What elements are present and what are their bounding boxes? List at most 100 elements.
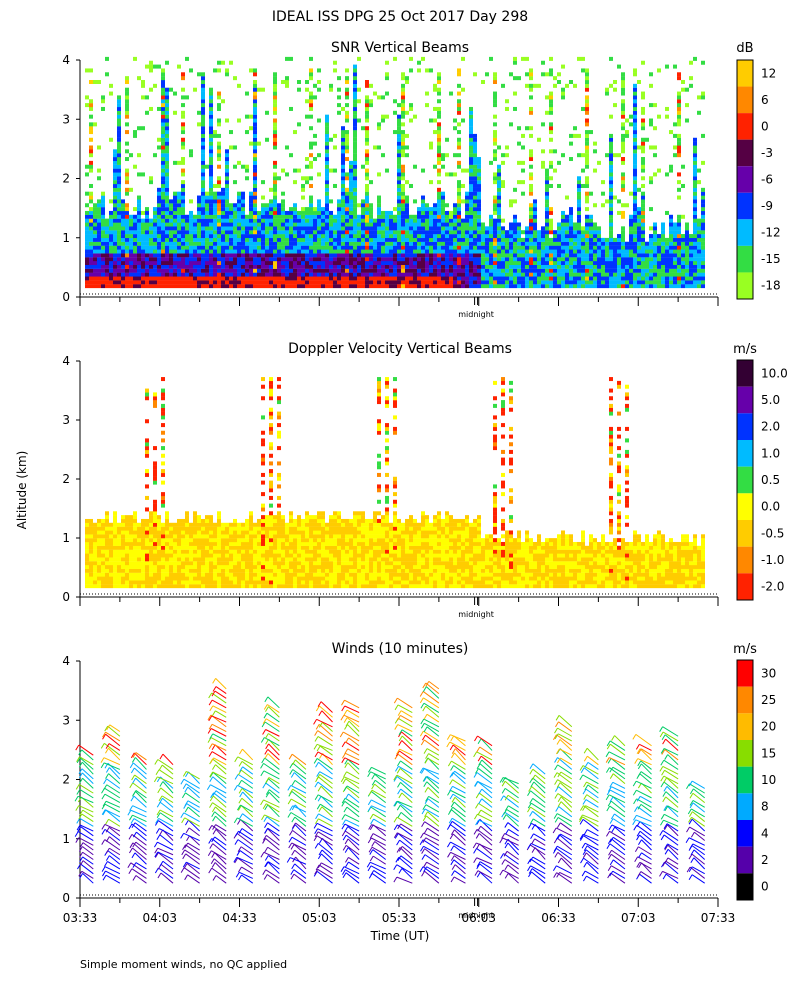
snr-cell [301,280,305,285]
snr-cell [549,210,553,215]
snr-cell [525,83,529,88]
snr-cell [533,199,537,204]
snr-cell [561,284,565,289]
snr-cell [701,218,705,223]
doppler-cell [137,526,141,531]
snr-cell [281,237,285,242]
snr-cell [481,230,485,235]
snr-cell [269,284,273,289]
doppler-cell [145,561,149,566]
snr-cell [613,195,617,200]
snr-cell [309,257,313,262]
snr-cell [485,261,489,266]
snr-cell [125,79,129,84]
snr-cell [273,199,277,204]
snr-cell [641,183,645,188]
snr-cell [437,126,441,131]
snr-cell [585,214,589,219]
snr-cell [97,261,101,266]
snr-cell [401,99,405,104]
snr-cell [393,222,397,227]
snr-cell [213,199,217,204]
snr-cell [453,241,457,246]
snr-cell [369,180,373,185]
snr-cell [325,191,329,196]
doppler-cell [141,526,145,531]
snr-cell [357,241,361,246]
snr-cell [565,257,569,262]
snr-cell [517,284,521,289]
snr-cell [613,264,617,269]
snr-cell [209,145,213,150]
snr-cell [541,241,545,246]
snr-cell [445,241,449,246]
snr-cell [669,284,673,289]
doppler-cell [97,564,101,569]
snr-cell [661,253,665,258]
snr-cell [549,284,553,289]
snr-cell [373,284,377,289]
snr-cell [189,218,193,223]
snr-cell [545,249,549,254]
snr-cell [557,272,561,277]
snr-cell [141,276,145,281]
snr-cell [329,261,333,266]
snr-cell [389,245,393,250]
snr-cell [445,257,449,262]
snr-cell [505,245,509,250]
snr-cell [205,253,209,258]
snr-cell [549,237,553,242]
snr-cell [477,183,481,188]
snr-cell [513,284,517,289]
snr-cell [469,241,473,246]
doppler-cell [113,526,117,531]
snr-cell [521,284,525,289]
doppler-colorbar-swatch [737,493,753,520]
snr-cell [137,245,141,250]
snr-cell [313,257,317,262]
snr-cell [261,268,265,273]
snr-cell [157,137,161,142]
snr-cell [657,249,661,254]
snr-cell [637,145,641,150]
snr-colorbar-swatch [737,192,753,220]
snr-cell [685,245,689,250]
snr-cell [629,268,633,273]
snr-cell [181,160,185,165]
snr-cell [181,253,185,258]
snr-cell [601,272,605,277]
snr-cell [469,284,473,289]
snr-cell [493,79,497,84]
snr-cell [221,284,225,289]
snr-cell [177,257,181,262]
snr-cell [321,257,325,262]
doppler-cell [117,580,121,585]
snr-cell [501,249,505,254]
snr-midnight-label: midnight [458,310,494,319]
snr-cell [677,237,681,242]
snr-cell [677,141,681,146]
snr-cell [553,272,557,277]
snr-cell [201,118,205,123]
snr-cell [341,276,345,281]
snr-cell [433,210,437,215]
snr-cell [557,257,561,262]
snr-cell [181,114,185,119]
snr-cell [217,68,221,73]
snr-cell [333,230,337,235]
snr-cell [253,234,257,239]
snr-cell [85,245,89,250]
snr-cell [337,226,341,231]
snr-cell [261,241,265,246]
snr-cell [633,226,637,231]
snr-cell [177,276,181,281]
snr-cell [509,249,513,254]
snr-cell [485,234,489,239]
doppler-cell [157,576,161,581]
doppler-cell [149,511,153,516]
snr-cell [201,187,205,192]
snr-cell [137,268,141,273]
snr-cell [89,191,93,196]
snr-cell [377,199,381,204]
snr-cell [197,276,201,281]
